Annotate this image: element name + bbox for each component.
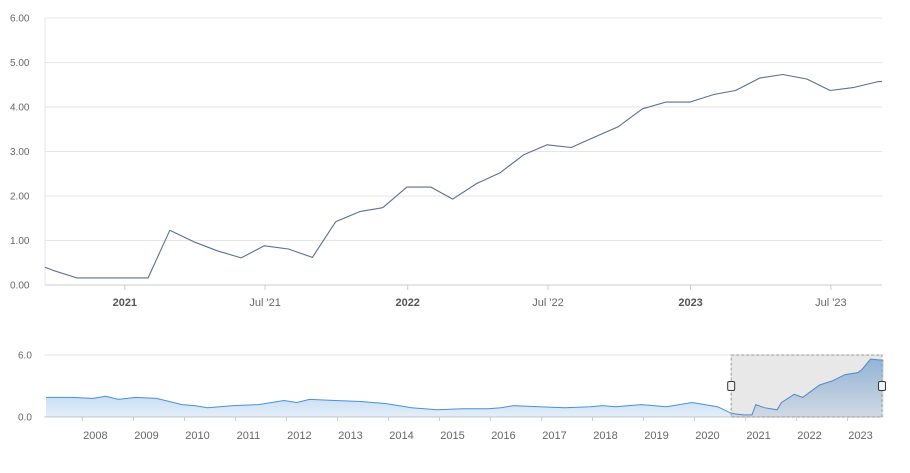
navigator-series bbox=[46, 358, 884, 417]
nav-y-tick-label: 0.0 bbox=[18, 413, 32, 424]
nav-x-tick-label: 2008 bbox=[83, 430, 107, 442]
nav-x-tick-label: 2018 bbox=[593, 430, 617, 442]
x-tick-label: 2023 bbox=[678, 297, 702, 309]
y-tick-label: 3.00 bbox=[10, 147, 30, 158]
y-tick-label: 1.00 bbox=[10, 236, 30, 247]
navigator-right-handle[interactable] bbox=[878, 381, 886, 391]
nav-x-tick-label: 2019 bbox=[644, 430, 668, 442]
nav-x-tick-label: 2022 bbox=[797, 430, 821, 442]
navigator-selection[interactable] bbox=[727, 354, 886, 418]
nav-area-0 bbox=[46, 359, 884, 417]
y-tick-label: 4.00 bbox=[10, 103, 30, 114]
main-x-axis: 2021 Jul '21 2022 Jul '22 2023 Jul '23 bbox=[113, 285, 847, 309]
nav-x-tick-label: 2011 bbox=[237, 430, 261, 442]
navigator-y-axis: 0.0 6.0 bbox=[18, 351, 32, 424]
x-tick-label: Jul '23 bbox=[815, 297, 846, 309]
nav-x-tick-label: 2010 bbox=[185, 430, 209, 442]
nav-x-tick-label: 2021 bbox=[746, 430, 770, 442]
nav-x-tick-label: 2013 bbox=[338, 430, 362, 442]
main-series bbox=[44, 73, 882, 279]
x-tick-label: Jul '22 bbox=[532, 297, 563, 309]
nav-x-tick-label: 2017 bbox=[542, 430, 566, 442]
navigator-x-axis: 2008 2009 2010 2011 2012 2013 2014 2015 2016 2017… bbox=[81, 417, 873, 442]
nav-x-tick-label: 2015 bbox=[440, 430, 464, 442]
nav-line-0 bbox=[46, 358, 884, 416]
y-tick-label: 0.00 bbox=[10, 281, 30, 292]
nav-x-tick-label: 2023 bbox=[848, 430, 872, 442]
main-y-axis: 0.00 1.00 2.00 3.00 4.00 5.00 6.00 bbox=[10, 14, 30, 292]
main-grid bbox=[44, 17, 882, 286]
x-tick-label: 2021 bbox=[113, 297, 137, 309]
nav-x-tick-label: 2014 bbox=[389, 430, 413, 442]
x-tick-label: Jul '21 bbox=[249, 297, 280, 309]
nav-x-tick-label: 2012 bbox=[287, 430, 311, 442]
nav-x-tick-label: 2020 bbox=[695, 430, 719, 442]
nav-y-tick-label: 6.0 bbox=[18, 351, 32, 362]
nav-x-tick-label: 2009 bbox=[134, 430, 158, 442]
y-tick-label: 5.00 bbox=[10, 58, 30, 69]
navigator-selected-range[interactable] bbox=[730, 354, 883, 418]
y-tick-label: 6.00 bbox=[10, 14, 30, 25]
nav-x-tick-label: 2016 bbox=[491, 430, 515, 442]
series-line-0 bbox=[44, 73, 882, 279]
y-tick-label: 2.00 bbox=[10, 192, 30, 203]
x-tick-label: 2022 bbox=[395, 297, 419, 309]
navigator-left-handle[interactable] bbox=[727, 381, 736, 391]
